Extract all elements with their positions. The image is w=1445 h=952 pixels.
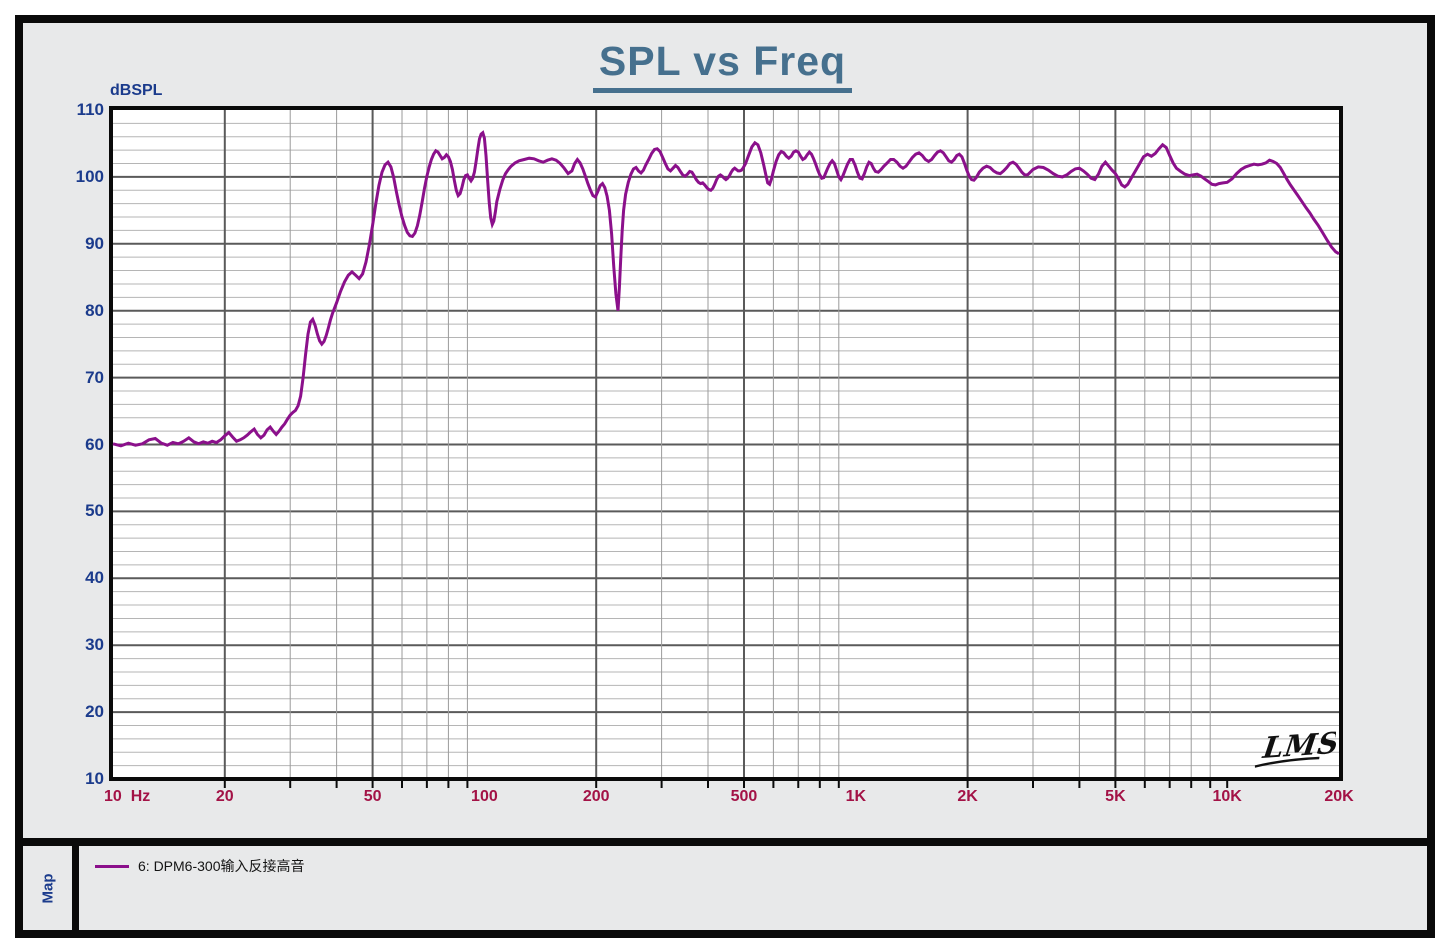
legend-line-swatch (95, 864, 129, 868)
spl-curve (112, 130, 1340, 448)
y-tick-label: 20 (85, 702, 104, 722)
y-tick-label: 10 (85, 769, 104, 788)
panel-separator (23, 838, 1427, 846)
x-tick-label: 20K (1324, 788, 1354, 805)
page-title: SPL vs Freq (0, 38, 1445, 93)
x-tick-label: 500 (730, 788, 758, 805)
y-tick-label: 50 (85, 501, 104, 521)
x-tick-label: 10 Hz (104, 788, 151, 805)
legend-entry: 6: DPM6-300输入反接高音 (95, 856, 304, 876)
y-tick-label: 70 (85, 367, 104, 387)
legend-label: 6: DPM6-300输入反接高音 (138, 858, 305, 874)
y-tick-label: 30 (85, 635, 104, 655)
plot-area (109, 106, 1343, 790)
x-tick-label: 2K (957, 788, 978, 805)
legend-panel: 6: DPM6-300输入反接高音 (79, 846, 1427, 930)
x-tick-label: 1K (845, 788, 867, 805)
x-tick-label: 10K (1212, 788, 1242, 805)
map-tab-label: Map (39, 873, 56, 903)
spl-freq-plot (109, 106, 1343, 788)
x-tick-label: 50 (363, 788, 382, 805)
page-title-text: SPL vs Freq (592, 38, 853, 93)
map-tab: Map (23, 846, 72, 930)
y-tick-label: 100 (75, 166, 104, 186)
y-tick-label: 90 (85, 233, 104, 253)
x-tick-label: 5K (1105, 788, 1126, 805)
y-tick-label: 60 (85, 434, 104, 454)
x-tick-label: 200 (582, 788, 610, 805)
y-tick-label: 40 (85, 568, 104, 588)
y-tick-label: 110 (76, 100, 104, 119)
x-tick-label: 100 (471, 788, 498, 805)
y-tick-label: 80 (85, 300, 104, 320)
x-tick-label: 20 (215, 788, 234, 805)
lms-logo: LMS (1246, 725, 1342, 776)
y-axis-unit-label: dBSPL (110, 82, 163, 99)
panel-divider (72, 846, 79, 930)
